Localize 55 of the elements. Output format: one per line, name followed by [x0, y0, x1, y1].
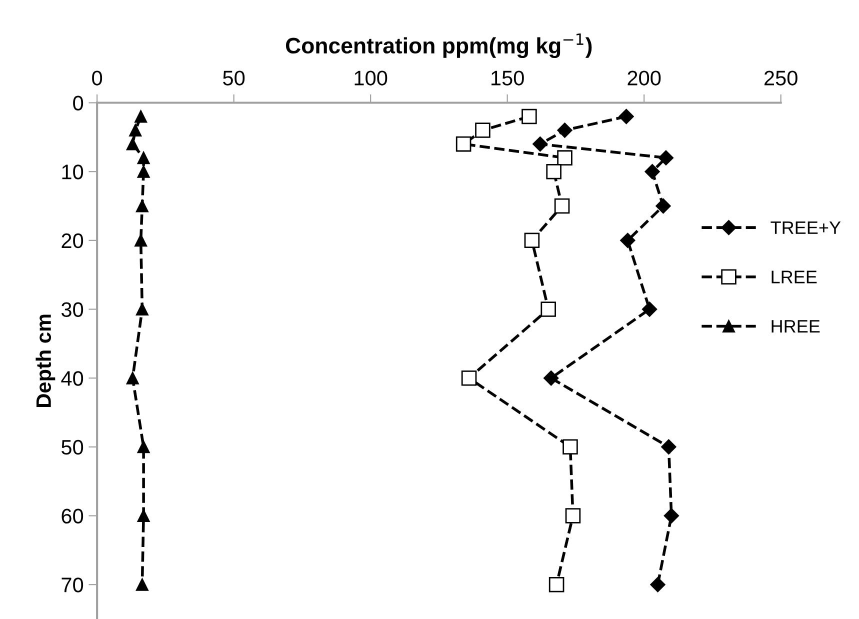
point [134, 110, 148, 123]
point [644, 164, 660, 180]
point [618, 108, 634, 124]
point [134, 234, 148, 247]
point [475, 122, 490, 138]
y-axis-title: Depth cm [36, 314, 56, 407]
y-tick-label: 70 [62, 578, 84, 592]
x-tick-label: 250 [764, 70, 798, 86]
y-tick-label: 30 [61, 302, 84, 318]
point [565, 508, 581, 524]
point [548, 576, 564, 592]
y-tick-label: 60 [62, 508, 84, 524]
y-tick-label: 0 [73, 96, 84, 111]
point [137, 165, 150, 178]
point [129, 124, 142, 137]
point [136, 578, 148, 591]
point [650, 577, 666, 592]
point [554, 198, 570, 214]
point [456, 136, 472, 152]
point [562, 439, 578, 455]
point [642, 302, 658, 317]
x-tick-label: 150 [492, 70, 524, 86]
x-tick-label: 50 [223, 70, 245, 86]
point [557, 122, 572, 138]
legend-label: TREE+Y [770, 221, 841, 234]
point [540, 302, 556, 317]
point [557, 150, 572, 166]
point [126, 372, 139, 384]
y-tick-label: 20 [62, 233, 84, 248]
point [544, 370, 559, 386]
x-tick-label: 0 [92, 70, 102, 86]
point [656, 198, 671, 214]
point [524, 232, 540, 248]
point [522, 108, 537, 124]
y-tick-label: 10 [62, 164, 84, 180]
point [620, 232, 636, 248]
point [136, 303, 148, 316]
x-axis-title: Concentration ppm(mg kg$^{−1}$) [286, 33, 592, 58]
x-tick-label: 200 [628, 70, 661, 86]
legend-label: HREE [772, 320, 820, 333]
point [461, 370, 477, 386]
point [546, 164, 562, 180]
point [137, 440, 150, 454]
point [661, 439, 676, 454]
x-tick-label: 100 [354, 70, 388, 86]
point [664, 508, 679, 524]
y-tick-label: 40 [61, 371, 84, 386]
point [126, 138, 139, 150]
point [532, 136, 548, 152]
point [137, 510, 150, 522]
point [658, 150, 674, 166]
legend-label: LREE [772, 270, 817, 284]
point [136, 200, 148, 212]
y-tick-label: 50 [62, 440, 84, 455]
point [137, 152, 150, 164]
